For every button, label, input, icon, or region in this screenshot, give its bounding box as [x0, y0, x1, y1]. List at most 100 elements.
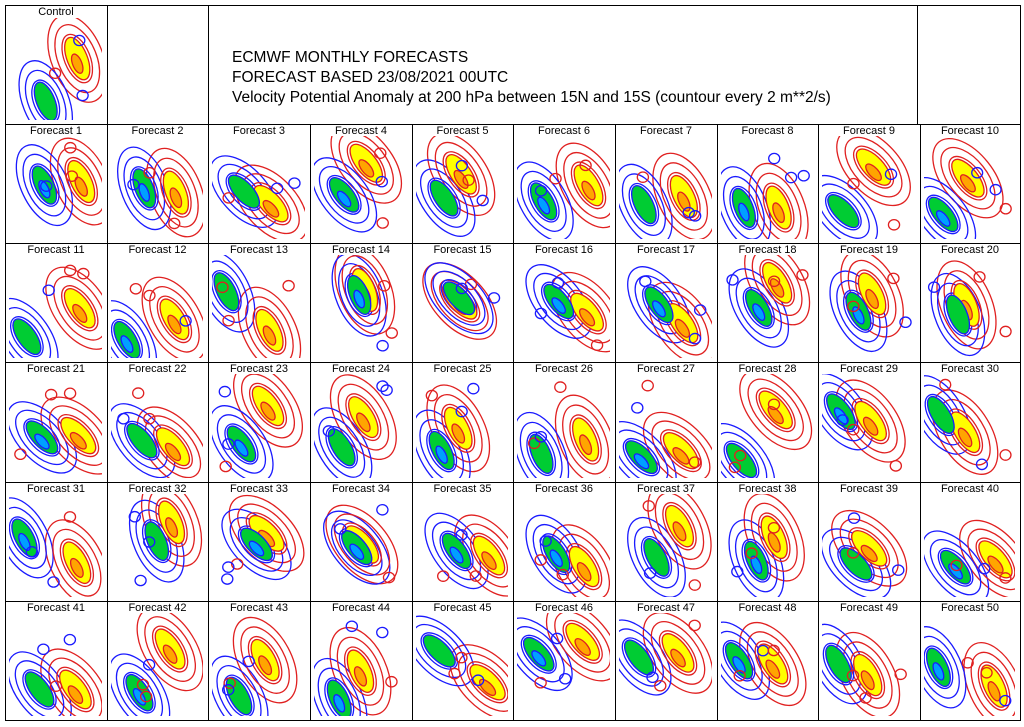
- negative-contour: [721, 431, 768, 478]
- forecast-label: Forecast 49: [839, 602, 899, 614]
- grid-line: [717, 124, 718, 720]
- positive-contour: [636, 171, 650, 183]
- positive-contour: [63, 387, 77, 400]
- positive-contour: [999, 325, 1012, 338]
- positive-contour: [49, 680, 63, 692]
- negative-contour: [525, 264, 592, 339]
- positive-contour: [61, 33, 94, 84]
- negative-contour: [111, 309, 151, 358]
- positive-contour: [562, 404, 610, 475]
- negative-contour: [527, 180, 560, 223]
- forecast-panel: [314, 374, 397, 478]
- negative-contour: [330, 519, 383, 576]
- negative-contour: [741, 538, 772, 583]
- positive-contour: [216, 281, 229, 294]
- positive-peak: [69, 431, 87, 450]
- negative-contour: [471, 674, 485, 687]
- negative-contour: [628, 182, 660, 227]
- forecast-label: Forecast 3: [233, 125, 285, 137]
- forecast-label: Forecast 36: [534, 483, 594, 495]
- negative-contour: [768, 152, 781, 165]
- positive-contour: [151, 625, 189, 673]
- positive-contour: [936, 260, 997, 350]
- positive-peak: [959, 174, 976, 193]
- positive-contour: [61, 285, 99, 332]
- positive-contour: [143, 289, 156, 302]
- negative-contour: [76, 89, 89, 102]
- positive-contour: [975, 537, 1015, 582]
- forecast-panel: [212, 255, 302, 358]
- negative-contour: [517, 617, 573, 691]
- negative-core: [24, 671, 55, 708]
- negative-contour: [111, 300, 158, 358]
- negative-core: [827, 194, 860, 229]
- negative-contour: [721, 423, 776, 478]
- positive-contour: [40, 396, 102, 475]
- positive-peak: [262, 325, 277, 346]
- positive-contour: [973, 271, 986, 283]
- negative-contour: [823, 391, 859, 433]
- negative-contour: [621, 637, 657, 678]
- positive-contour: [141, 276, 203, 358]
- negative-peak: [752, 303, 766, 322]
- forecast-panel: [128, 494, 203, 587]
- negative-core: [422, 634, 456, 668]
- negative-contour: [682, 206, 695, 219]
- positive-peak: [987, 555, 1004, 574]
- positive-contour: [377, 280, 391, 292]
- positive-contour: [559, 280, 610, 344]
- positive-contour: [54, 24, 101, 94]
- forecast-label: Forecast 5: [436, 125, 489, 137]
- forecast-label: Forecast 15: [433, 244, 492, 256]
- negative-contour: [519, 421, 563, 478]
- negative-contour: [9, 307, 52, 358]
- positive-peak: [162, 644, 178, 664]
- negative-contour: [797, 169, 810, 182]
- positive-contour: [343, 646, 377, 696]
- positive-contour: [143, 166, 156, 179]
- negative-contour: [937, 547, 974, 587]
- negative-peak: [234, 439, 249, 457]
- positive-contour: [963, 641, 1015, 716]
- negative-contour: [376, 503, 389, 516]
- grid-line: [412, 124, 413, 720]
- negative-contour: [631, 401, 644, 414]
- negative-contour: [989, 183, 1002, 196]
- positive-peak: [478, 678, 497, 697]
- negative-contour: [345, 620, 359, 633]
- negative-contour: [558, 672, 572, 685]
- positive-contour: [554, 381, 567, 393]
- forecast-label: Forecast 40: [940, 483, 1000, 495]
- positive-contour: [734, 449, 747, 462]
- positive-peak: [674, 318, 691, 338]
- forecast-label: Forecast 39: [839, 483, 899, 495]
- positive-contour: [247, 635, 283, 685]
- forecast-label: Forecast 11: [27, 244, 85, 256]
- positive-contour: [647, 494, 712, 570]
- positive-contour: [970, 651, 1015, 716]
- positive-contour: [129, 282, 142, 295]
- negative-contour: [222, 561, 235, 573]
- positive-contour: [144, 616, 196, 682]
- positive-contour: [534, 554, 547, 566]
- negative-contour: [619, 421, 677, 478]
- grid-line: [513, 124, 514, 720]
- forecast-label: Forecast 38: [738, 483, 797, 495]
- positive-peak: [957, 427, 973, 448]
- positive-peak: [260, 401, 276, 421]
- negative-contour: [31, 79, 61, 120]
- positive-contour: [961, 657, 974, 669]
- positive-peak: [481, 551, 497, 571]
- positive-peak: [578, 308, 596, 327]
- forecast-panel: [525, 514, 610, 597]
- positive-contour: [156, 295, 193, 344]
- grid-line: [208, 5, 209, 124]
- forecast-label: Forecast 16: [534, 244, 594, 256]
- forecast-label: Forecast 23: [229, 363, 289, 375]
- negative-contour: [111, 318, 144, 358]
- grid-line: [5, 482, 1020, 483]
- negative-contour: [526, 431, 557, 477]
- negative-contour: [534, 184, 548, 197]
- positive-peak: [581, 180, 596, 201]
